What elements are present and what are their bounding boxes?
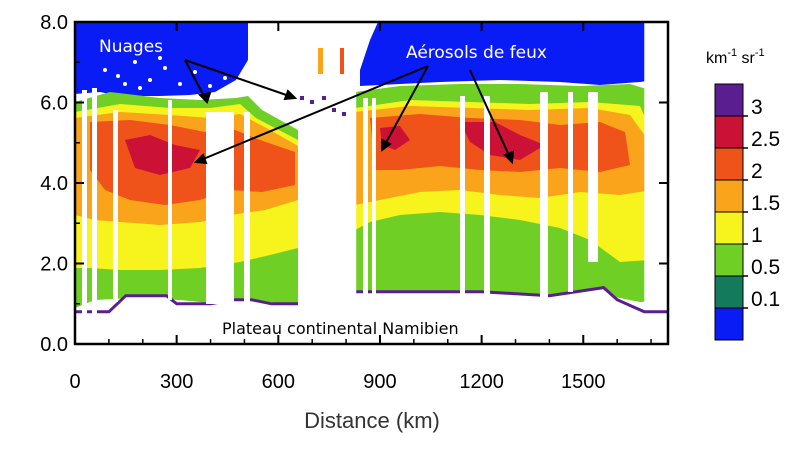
x-tick-label: 600	[262, 371, 295, 393]
colorbar-swatch	[714, 115, 744, 149]
x-axis-title: Distance (km)	[304, 408, 440, 433]
heatmap-layer	[75, 22, 668, 344]
x-ticks: 0 300 600 900 1200 1500	[69, 22, 652, 393]
aerosol-spot-1	[318, 48, 323, 74]
annotation-clouds: Nuages	[99, 37, 163, 57]
colorbar-swatch	[714, 275, 744, 309]
colorbar-swatch	[714, 307, 744, 341]
data-gaps	[82, 22, 668, 316]
x-tick-label: 900	[363, 371, 396, 393]
x-tick-label: 1500	[561, 371, 606, 393]
colorbar-swatch	[714, 211, 744, 245]
y-tick-label: 4.0	[40, 173, 68, 195]
no-data-gap-0	[305, 22, 357, 304]
colorbar-label: 1.5	[751, 192, 780, 215]
colorbar: 3 2.5 2 1.5 1 0.5 0.1	[714, 83, 780, 341]
colorbar-label: 0.5	[751, 256, 780, 279]
x-tick-label: 300	[160, 371, 193, 393]
colorbar-unit: km-1 sr-1	[706, 47, 765, 67]
cloud-speckles	[103, 56, 227, 90]
cloud-purple-dots	[300, 96, 346, 116]
colorbar-label: 3	[751, 96, 763, 119]
colorbar-swatch	[714, 179, 744, 213]
colorbar-label: 0.1	[751, 288, 780, 311]
cloud-region-right	[360, 22, 655, 86]
colorbar-label: 2.5	[751, 128, 780, 151]
aerosol-spot-2	[340, 48, 344, 74]
surface-line	[75, 286, 668, 314]
y-ticks: 0.0 2.0 4.0 6.0 8.0	[40, 12, 668, 356]
colorbar-label: 1	[751, 224, 763, 247]
aerosol-core-left	[125, 135, 200, 175]
colorbar-swatch	[714, 243, 744, 277]
colorbar-label: 2	[751, 160, 763, 183]
y-tick-label: 0.0	[40, 334, 68, 356]
colorbar-swatch	[714, 147, 744, 181]
annotation-plateau: Plateau continental Namibien	[222, 319, 459, 338]
y-tick-label: 8.0	[40, 12, 68, 34]
colorbar-swatch	[714, 83, 744, 117]
no-data-gap-1	[644, 22, 668, 304]
x-tick-label: 0	[69, 371, 80, 393]
y-tick-label: 2.0	[40, 254, 68, 276]
annotation-arrows	[184, 59, 515, 165]
y-tick-label: 6.0	[40, 93, 68, 115]
x-tick-label: 1200	[459, 371, 504, 393]
annotation-fire-aerosols: Aérosols de feux	[406, 43, 547, 63]
